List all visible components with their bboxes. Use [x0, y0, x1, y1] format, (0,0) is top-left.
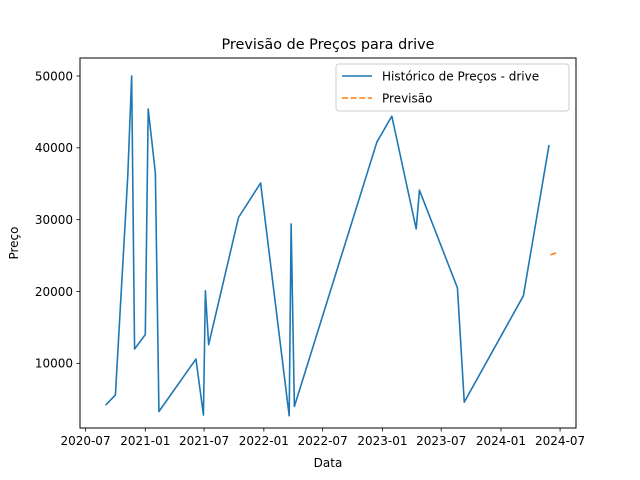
chart-title: Previsão de Preços para drive: [222, 37, 435, 53]
y-tick-label: 20000: [35, 285, 73, 299]
plot-frame: [79, 57, 577, 429]
x-tick-label: 2020-07: [60, 434, 110, 448]
x-tick-label: 2023-07: [416, 434, 466, 448]
y-tick-label: 40000: [35, 141, 73, 155]
x-tick-label: 2022-01: [239, 434, 289, 448]
y-tick-label: 30000: [35, 213, 73, 227]
legend: Histórico de Preços - drive Previsão: [335, 63, 570, 112]
y-axis-label: Preço: [7, 226, 21, 259]
x-tick-label: 2024-07: [535, 434, 585, 448]
series-line-historico: [105, 75, 550, 417]
legend-label-historico: Histórico de Preços - drive: [382, 70, 539, 84]
y-tick-label: 10000: [35, 357, 73, 371]
x-tick-label: 2022-07: [298, 434, 348, 448]
x-axis: 2020-07 2021-01 2021-07 2022-01 2022-07 2023-…: [60, 428, 585, 448]
y-axis: 10000 20000 30000 40000 50000: [35, 69, 80, 371]
y-tick-label: 50000: [35, 69, 73, 83]
legend-box: [335, 63, 570, 112]
x-axis-label: Data: [314, 456, 343, 470]
x-tick-label: 2021-07: [179, 434, 229, 448]
x-tick-label: 2023-01: [357, 434, 407, 448]
legend-label-previsao: Previsão: [382, 92, 432, 106]
x-tick-label: 2021-01: [120, 434, 170, 448]
x-tick-label: 2024-01: [476, 434, 526, 448]
series-line-previsao: [550, 251, 558, 256]
plot-area: [105, 75, 558, 417]
